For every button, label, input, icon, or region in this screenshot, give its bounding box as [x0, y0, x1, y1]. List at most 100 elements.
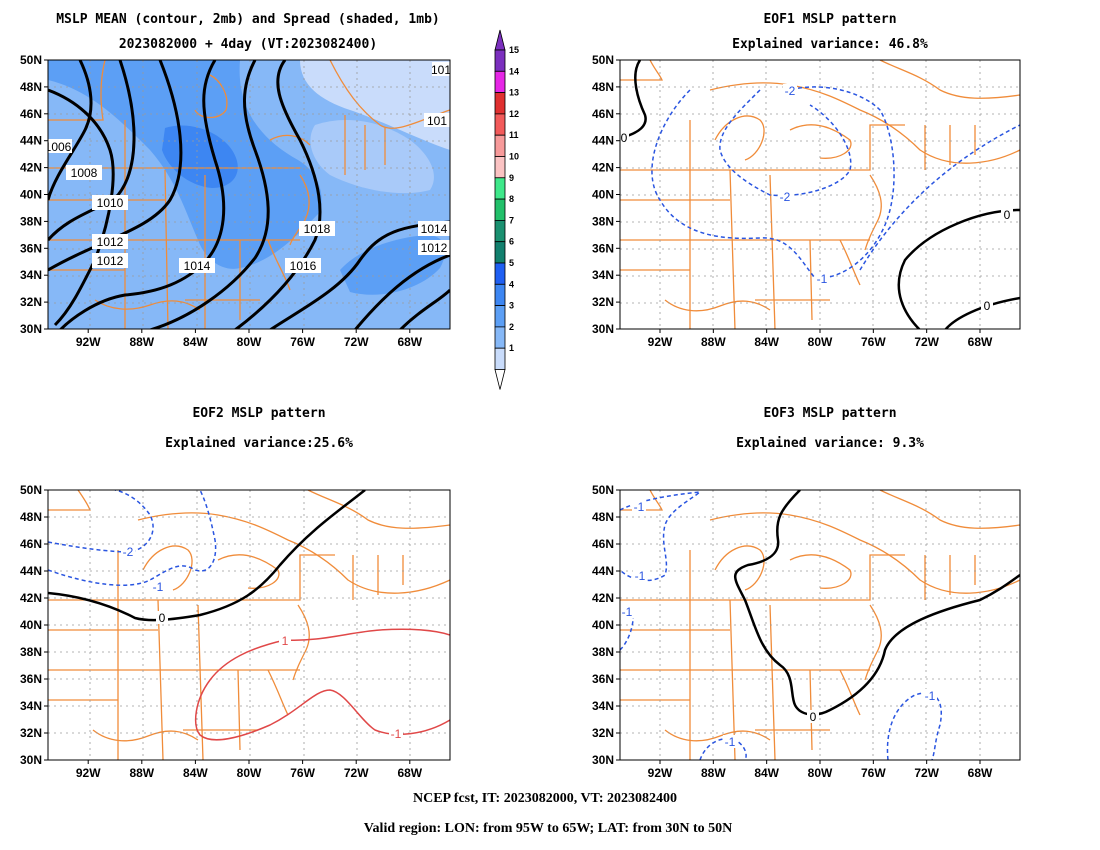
- lat-tick-label: 48N: [592, 80, 614, 94]
- map-area: 1008 1010 1012 1012 1014 1016 1018 1014 …: [45, 60, 451, 329]
- map-axes: 50N 48N 46N 44N 42N 40N 38N 36N 34N 32N 30N 92W 88W 8…: [592, 53, 993, 349]
- lon-tick-label: 68W: [397, 335, 422, 349]
- isobar-label: 101: [431, 63, 451, 77]
- lon-tick-label: 84W: [754, 335, 779, 349]
- lon-tick-label: 80W: [237, 335, 262, 349]
- panel-subtitle: Explained variance:25.6%: [165, 436, 353, 451]
- lon-tick-label: 72W: [914, 335, 939, 349]
- lon-tick-label: 76W: [861, 766, 886, 780]
- lat-tick-label: 38N: [592, 214, 614, 228]
- lat-tick-label: 36N: [592, 241, 614, 255]
- lat-tick-label: 38N: [592, 645, 614, 659]
- lat-tick-label: 36N: [592, 672, 614, 686]
- panel-eof3: EOF3 MSLP pattern Explained variance: 9.…: [592, 406, 1021, 780]
- eof-contour-labels: -2 -1 0 1 -1: [121, 545, 403, 741]
- contour-label: -2: [123, 545, 134, 559]
- lon-tick-label: 92W: [648, 766, 673, 780]
- isobar-label: 1008: [71, 166, 98, 180]
- lat-tick-label: 38N: [20, 214, 42, 228]
- lat-tick-label: 40N: [20, 188, 42, 202]
- lon-tick-label: 68W: [968, 335, 993, 349]
- lat-tick-label: 36N: [20, 672, 42, 686]
- lon-tick-label: 76W: [861, 335, 886, 349]
- colorbar-swatch: [494, 156, 506, 179]
- lon-tick-label: 88W: [129, 335, 154, 349]
- lat-tick-label: 42N: [592, 591, 614, 605]
- isobar-label: 1012: [97, 235, 124, 249]
- lat-tick-label: 34N: [592, 699, 614, 713]
- lat-tick-label: 46N: [592, 537, 614, 551]
- colorbar-swatch: [494, 49, 506, 72]
- colorbar-swatch: [494, 347, 506, 370]
- lon-tick-label: 92W: [76, 766, 101, 780]
- map-axes: 50N 48N 46N 44N 42N 40N 38N 36N 34N 32N 30N 92W 88W 8…: [20, 483, 423, 780]
- lon-tick-label: 68W: [397, 766, 422, 780]
- contour-label: 1: [282, 634, 289, 648]
- colorbar-swatch: [494, 262, 506, 285]
- panel-subtitle: 2023082000 + 4day (VT:2023082400): [119, 37, 377, 52]
- eof-contours: [620, 60, 1020, 329]
- lon-tick-label: 84W: [754, 766, 779, 780]
- colorbar-label: 2: [509, 322, 514, 332]
- lon-tick-label: 88W: [701, 335, 726, 349]
- colorbar-label: 5: [509, 258, 514, 268]
- footer-valid-region: Valid region: LON: from 95W to 65W; LAT:…: [364, 821, 733, 836]
- colorbar-label: 7: [509, 215, 514, 225]
- lon-tick-label: 92W: [76, 335, 101, 349]
- lat-tick-label: 44N: [592, 134, 614, 148]
- lon-tick-label: 92W: [648, 335, 673, 349]
- isobar-label: 1012: [421, 241, 448, 255]
- lon-tick-label: 84W: [183, 335, 208, 349]
- colorbar-swatch: [494, 70, 506, 94]
- map-area: -2 -2 -1 0 0 0: [620, 60, 1020, 329]
- spread-shading-light: [300, 60, 450, 150]
- panel-title: EOF3 MSLP pattern: [763, 406, 896, 421]
- colorbar-swatch: [494, 134, 506, 157]
- isobar-label: 1018: [304, 222, 331, 236]
- isobar-label: 101: [427, 114, 447, 128]
- lat-tick-label: 44N: [20, 564, 42, 578]
- contour-label: -1: [622, 605, 633, 619]
- contour-label: -1: [725, 735, 736, 749]
- lat-tick-label: 34N: [20, 268, 42, 282]
- lon-tick-label: 76W: [290, 766, 315, 780]
- colorbar-label: 1: [509, 343, 514, 353]
- lat-tick-label: 42N: [592, 161, 614, 175]
- contour-label: 0: [1004, 208, 1011, 222]
- isobar-label: 1010: [97, 196, 124, 210]
- contour-label: -1: [635, 569, 646, 583]
- lat-tick-label: 30N: [20, 753, 42, 767]
- colorbar-swatch: [494, 283, 506, 306]
- lat-tick-label: 46N: [20, 537, 42, 551]
- contour-label: -1: [634, 500, 645, 514]
- panel-title: MSLP MEAN (contour, 2mb) and Spread (sha…: [56, 12, 440, 27]
- lat-tick-label: 32N: [592, 295, 614, 309]
- colorbar-label: 10: [509, 152, 519, 162]
- colorbar-swatch: [494, 177, 506, 200]
- lat-tick-label: 30N: [592, 753, 614, 767]
- map-area: -1 -1 -1 -1 0 -1: [620, 490, 1020, 760]
- lat-tick-label: 50N: [20, 53, 42, 67]
- panel-title: EOF2 MSLP pattern: [192, 406, 325, 421]
- graticule: [48, 490, 450, 760]
- isobar-label: 1014: [184, 259, 211, 273]
- footer-forecast-info: NCEP fcst, IT: 2023082000, VT: 202308240…: [413, 791, 677, 806]
- eof-contours: [48, 490, 450, 741]
- isobar-label: 1006: [45, 140, 72, 154]
- lat-tick-label: 30N: [592, 322, 614, 336]
- lon-tick-label: 76W: [290, 335, 315, 349]
- lat-tick-label: 32N: [592, 726, 614, 740]
- lat-tick-label: 34N: [592, 268, 614, 282]
- lon-tick-label: 68W: [968, 766, 993, 780]
- lat-tick-label: 46N: [592, 107, 614, 121]
- lon-tick-label: 80W: [808, 335, 833, 349]
- colorbar-swatch: [494, 219, 506, 243]
- panel-eof1: EOF1 MSLP pattern Explained variance: 46…: [592, 12, 1021, 349]
- contour-label: -2: [780, 190, 791, 204]
- lat-tick-label: 34N: [20, 699, 42, 713]
- lat-tick-label: 40N: [20, 618, 42, 632]
- contour-label: -1: [391, 727, 402, 741]
- lat-tick-label: 44N: [592, 564, 614, 578]
- isobar-label: 1016: [290, 259, 317, 273]
- lat-tick-label: 32N: [20, 726, 42, 740]
